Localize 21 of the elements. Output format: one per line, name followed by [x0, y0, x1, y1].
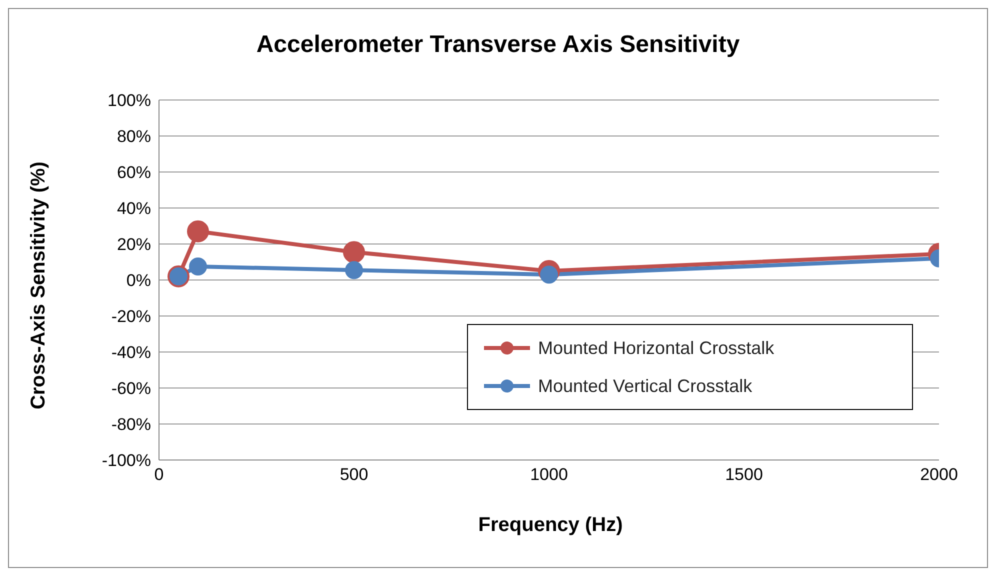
y-tick-label: -20%	[111, 307, 151, 326]
y-tick-label: 0%	[126, 271, 151, 290]
legend-label: Mounted Vertical Crosstalk	[538, 376, 752, 396]
y-tick-label: 80%	[116, 127, 151, 146]
y-tick-label: -40%	[111, 343, 151, 362]
legend-label: Mounted Horizontal Crosstalk	[538, 338, 774, 358]
x-tick-label: 500	[340, 465, 368, 484]
y-tick-label: 40%	[116, 199, 151, 218]
y-tick-label: 100%	[108, 91, 151, 110]
y-tick-label: -60%	[111, 379, 151, 398]
x-tick-label: 2000	[920, 465, 958, 484]
y-tick-label: 60%	[116, 163, 151, 182]
y-tick-label: 20%	[116, 235, 151, 254]
chart-title: Accelerometer Transverse Axis Sensitivity	[255, 31, 741, 59]
x-axis-title: Frequency (Hz)	[477, 514, 624, 537]
x-tick-label: 0	[154, 465, 164, 484]
x-tick-label: 1500	[725, 465, 763, 484]
y-tick-label: -80%	[111, 415, 151, 434]
y-tick-label: -100%	[102, 451, 151, 470]
x-tick-label: 1000	[530, 465, 568, 484]
y-axis-title: Cross-Axis Sensitivity (%)	[28, 161, 50, 409]
